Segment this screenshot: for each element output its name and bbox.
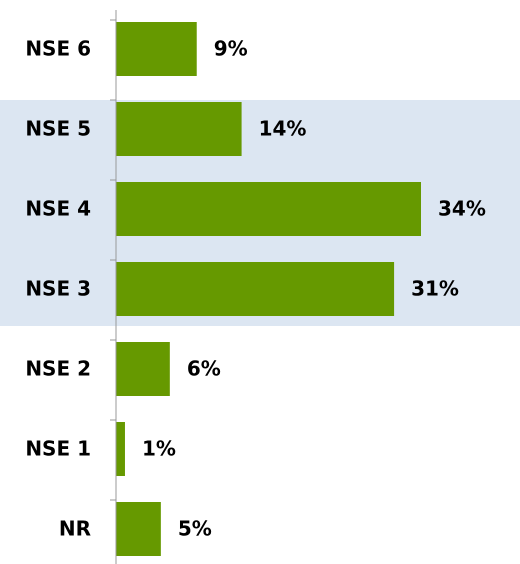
- bar: [116, 22, 197, 76]
- bar: [116, 262, 395, 316]
- value-label: 5%: [178, 517, 212, 541]
- category-label: NSE 4: [25, 197, 91, 221]
- category-label: NSE 5: [25, 117, 91, 141]
- category-label: NSE 2: [25, 357, 91, 381]
- value-label: 34%: [438, 197, 486, 221]
- value-label: 1%: [142, 437, 176, 461]
- bar: [116, 182, 421, 236]
- value-label: 31%: [411, 277, 459, 301]
- category-label: NR: [59, 517, 91, 541]
- bar: [116, 342, 170, 396]
- value-label: 9%: [214, 37, 248, 61]
- value-label: 6%: [187, 357, 221, 381]
- value-label: 14%: [259, 117, 307, 141]
- category-label: NSE 3: [25, 277, 91, 301]
- category-label: NSE 6: [25, 37, 91, 61]
- bar: [116, 422, 125, 476]
- category-label: NSE 1: [25, 437, 91, 461]
- bar: [116, 502, 161, 556]
- bar: [116, 102, 242, 156]
